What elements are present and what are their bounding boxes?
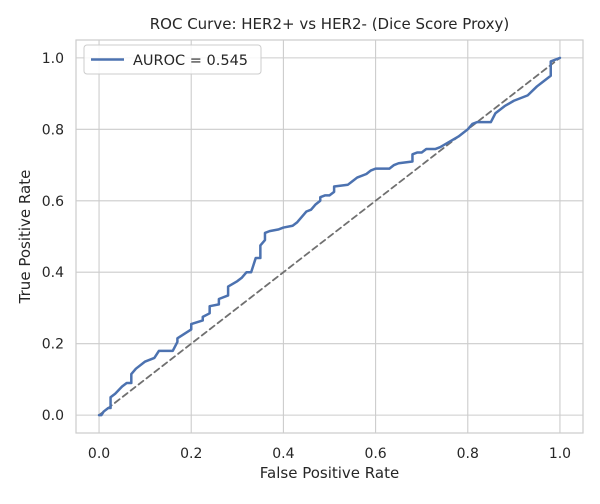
series-layer [97, 56, 562, 417]
legend: AUROC = 0.545 [83, 44, 262, 75]
y-tick-label: 0.4 [42, 265, 64, 281]
chance-diagonal-line [98, 56, 561, 417]
legend-box [83, 44, 262, 75]
y-tick-label: 0.2 [42, 337, 64, 353]
plot-frame [75, 39, 584, 434]
x-tick-label: 0.4 [272, 446, 294, 462]
tick-labels: 0.0 0.2 0.4 0.6 0.8 1.0 0.0 0.2 0.4 0.6 0.8 1.0 [42, 51, 571, 462]
x-tick-label: 0.0 [88, 446, 110, 462]
y-tick-label: 0.6 [42, 194, 64, 210]
y-tick-label: 0.8 [42, 122, 64, 138]
legend-label-auroc: AUROC = 0.545 [133, 53, 248, 69]
x-axis-label: False Positive Rate [260, 464, 399, 482]
y-axis-label: True Positive Rate [16, 170, 34, 305]
y-tick-label: 0.0 [42, 408, 64, 424]
x-tick-label: 0.2 [180, 446, 202, 462]
chart-title: ROC Curve: HER2+ vs HER2- (Dice Score Pr… [150, 15, 510, 33]
y-tick-label: 1.0 [42, 51, 64, 67]
roc-curve-line [97, 56, 562, 417]
x-tick-label: 1.0 [549, 446, 571, 462]
x-tick-label: 0.6 [364, 446, 386, 462]
x-tick-label: 0.8 [457, 446, 479, 462]
